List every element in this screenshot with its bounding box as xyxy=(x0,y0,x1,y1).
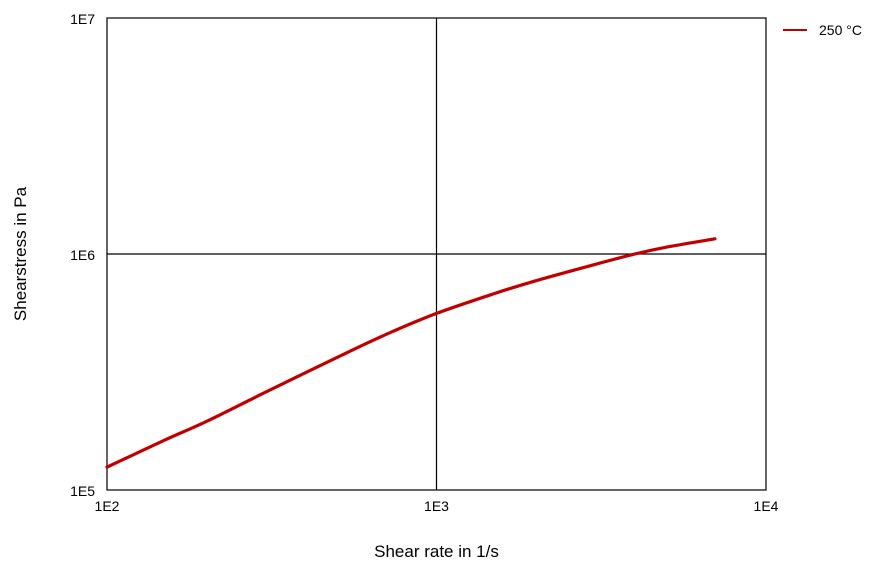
x-tick-label-1E3: 1E3 xyxy=(424,498,449,514)
grid-layer xyxy=(107,18,766,490)
series-layer xyxy=(105,237,717,469)
y-tick-label-1E5: 1E5 xyxy=(70,483,95,499)
legend: 250 °C xyxy=(783,22,862,38)
x-tick-label-1E4: 1E4 xyxy=(754,498,779,514)
y-tick-label-1E7: 1E7 xyxy=(70,11,95,27)
x-axis-title: Shear rate in 1/s xyxy=(374,542,499,561)
tick-label-layer: 1E2 1E3 1E4 1E5 1E6 1E7 xyxy=(70,11,779,514)
series-line-0 xyxy=(105,237,717,469)
x-tick-label-1E2: 1E2 xyxy=(95,498,120,514)
plot-frame xyxy=(106,17,767,491)
legend-label-250c: 250 °C xyxy=(819,22,862,38)
y-tick-label-1E6: 1E6 xyxy=(70,247,95,263)
y-axis-title: Shearstress in Pa xyxy=(11,186,30,321)
